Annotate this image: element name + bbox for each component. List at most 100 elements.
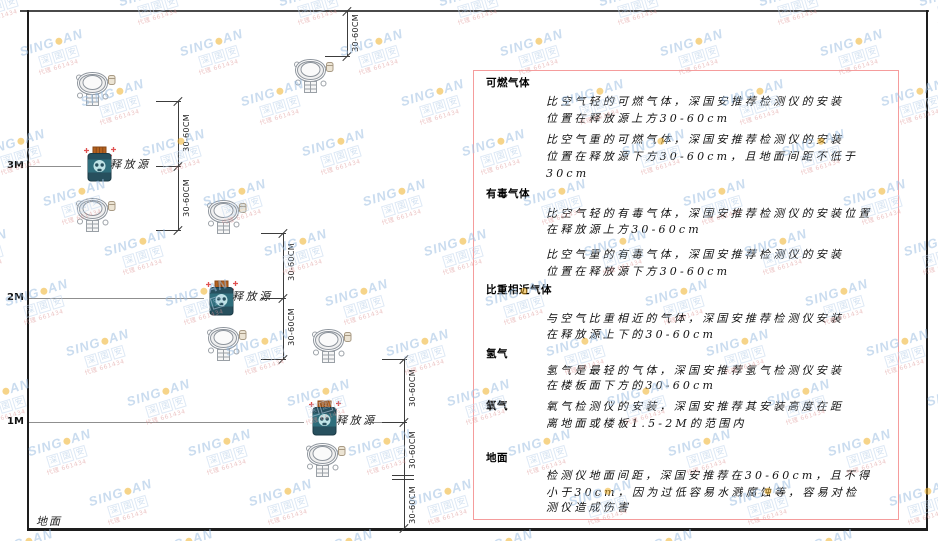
panel-text-line: 比空气轻的有毒气体，深国安推荐检测仪的安装位置 xyxy=(546,207,873,220)
watermark-dot-icon xyxy=(62,436,72,446)
dimension-label: 30-60CM xyxy=(287,308,296,346)
watermark-agent-text: 代理 661434 xyxy=(906,508,938,527)
watermark-dot-icon xyxy=(321,386,331,396)
panel-text-line: 在释放源上下的30-60cm xyxy=(546,328,717,341)
watermark-agent-text: 代理 661434 xyxy=(45,458,88,477)
watermark-dot-icon xyxy=(77,186,87,196)
watermark-cjk-text: 深国安 xyxy=(837,27,931,68)
watermark-agent-text: 代理 661434 xyxy=(342,308,385,327)
release-source-icon xyxy=(206,280,238,316)
dimension-label: 30-60CM xyxy=(408,369,417,407)
dimension-tick xyxy=(156,230,181,231)
dimension-label: 30-60CM xyxy=(351,14,360,52)
height-label: 3M xyxy=(7,160,24,171)
watermark-dot-icon xyxy=(664,536,674,541)
dimension-line xyxy=(404,359,405,528)
dimension-label: 30-60CM xyxy=(182,179,191,217)
panel-text-line: 30cm xyxy=(546,167,590,180)
watermark-cjk-text: 深国安 xyxy=(106,477,200,518)
gas-detector xyxy=(74,197,116,237)
watermark-agent-text: 代理 661434 xyxy=(921,258,938,277)
panel-text-line: 氢气是最轻的气体，深国安推荐氢气检测仪安装 xyxy=(546,364,845,377)
gas-detector xyxy=(292,58,334,98)
watermark-dot-icon xyxy=(16,136,26,146)
ground-label: 地面 xyxy=(36,515,62,528)
gas-detector-icon xyxy=(76,71,116,106)
watermark-cjk-text: 深国安 xyxy=(144,377,238,418)
watermark-dot-icon xyxy=(397,186,407,196)
sparkle-icon xyxy=(84,147,116,153)
dimension-tick xyxy=(156,166,181,167)
panel-text-line: 在楼板面下方的30-60cm xyxy=(546,379,717,392)
watermark-cjk-text: 深国安 xyxy=(319,127,413,168)
watermark-cjk-text: 深国安 xyxy=(0,377,78,418)
watermark-agent-text: 代理 661434 xyxy=(357,58,400,77)
dimension-label: 30-60CM xyxy=(408,486,417,524)
panel-text-line: 位置在释放源下方30-60cm，且地面间距不低于 xyxy=(546,150,859,163)
watermark-cjk-text: 深国安 xyxy=(159,127,253,168)
release-source-label: 释放源 xyxy=(110,158,151,171)
gas-detector xyxy=(304,442,346,482)
watermark-agent-text: 代理 661434 xyxy=(319,158,362,177)
panel-text-line: 位置在释放源上方30-60cm xyxy=(546,112,731,125)
watermark-dot-icon xyxy=(115,86,125,96)
watermark-dot-icon xyxy=(336,136,346,146)
height-label: 1M xyxy=(7,416,24,427)
gas-detector xyxy=(205,326,247,366)
watermark-cjk-text: 深国安 xyxy=(616,0,710,18)
panel-text-line: 小于30cm，因为过低容易水溅腐蚀等，容易对检 xyxy=(546,486,860,499)
dimension-label: 30-60CM xyxy=(408,431,417,469)
watermark-dot-icon xyxy=(283,486,293,496)
watermark-dot-icon xyxy=(184,536,194,541)
right-wall-line xyxy=(926,10,928,530)
watermark-cjk-text: 深国安 xyxy=(0,477,40,518)
ground-line xyxy=(27,528,928,531)
watermark-dot-icon xyxy=(138,236,148,246)
watermark-dot-icon xyxy=(374,36,384,46)
watermark-dot-icon xyxy=(854,36,864,46)
release-source xyxy=(305,400,345,440)
release-source-label: 释放源 xyxy=(232,290,273,303)
watermark-cjk-text: 深国安 xyxy=(0,0,70,18)
watermark-dot-icon xyxy=(260,336,270,346)
watermark-cjk-text: 深国安 xyxy=(136,0,230,18)
watermark-cjk-text: 深国安 xyxy=(121,227,215,268)
height-label: 2M xyxy=(7,292,24,303)
watermark-dot-icon xyxy=(382,436,392,446)
watermark-dot-icon xyxy=(123,486,133,496)
watermark-agent-text: 代理 661434 xyxy=(22,308,65,327)
watermark-dot-icon xyxy=(100,336,110,346)
gas-detector-icon xyxy=(312,328,352,363)
gas-detector xyxy=(74,71,116,111)
release-source-icon xyxy=(309,400,341,436)
panel-heading: 可燃气体 xyxy=(486,77,530,89)
release-source xyxy=(80,146,120,186)
panel-heading: 氢气 xyxy=(486,348,508,360)
gas-detector-icon xyxy=(306,442,346,477)
watermark-cjk-text: 深国安 xyxy=(380,177,474,218)
watermark-dot-icon xyxy=(504,536,514,541)
watermark-agent-text: 代理 661434 xyxy=(121,258,164,277)
dimension-tick xyxy=(382,359,407,360)
dimension-tick xyxy=(261,233,286,234)
watermark-cjk-text: 深国安 xyxy=(83,327,177,368)
left-wall-line xyxy=(27,10,29,530)
